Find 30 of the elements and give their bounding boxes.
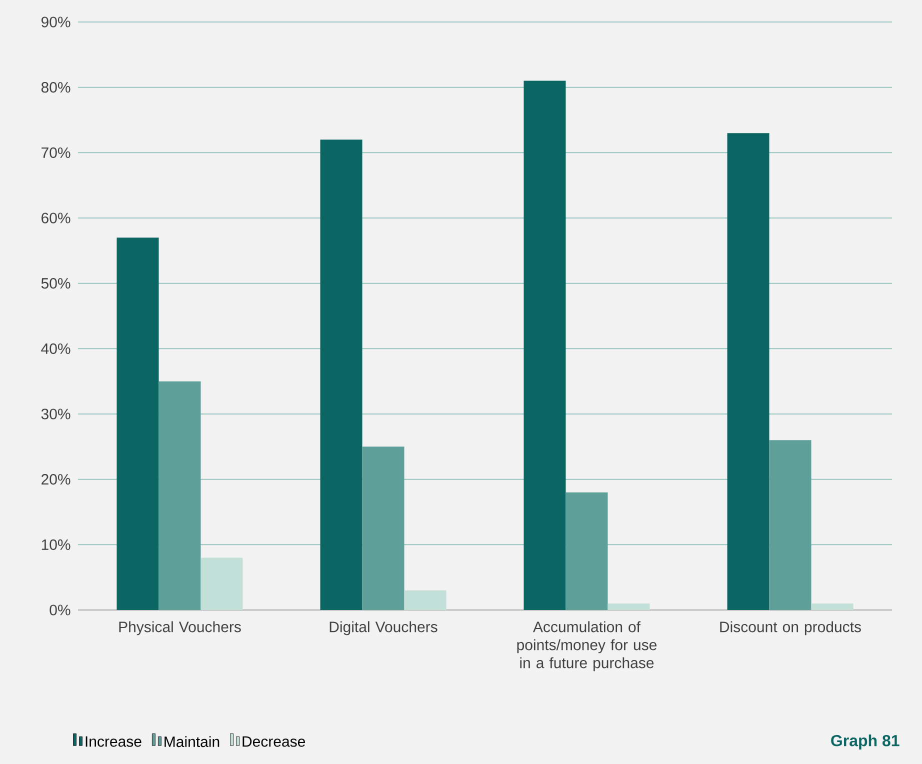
- caption: Graph 81: [831, 734, 900, 750]
- legend-label: Increase: [86, 736, 142, 747]
- bar: [200, 558, 243, 610]
- y-tick-label: 40%: [41, 343, 70, 354]
- y-tick-label: 70%: [42, 147, 70, 158]
- y-tick-label: 90%: [41, 16, 70, 28]
- bar: [811, 603, 854, 610]
- bar: [769, 440, 812, 610]
- x-tick-label: Physical Vouchers: [119, 621, 241, 636]
- y-tick-label: 20%: [42, 474, 70, 485]
- bar: [524, 80, 566, 610]
- y-tick-label: 50%: [41, 278, 70, 289]
- y-tick-label: 80%: [41, 82, 70, 93]
- y-tick-label: 60%: [42, 212, 70, 224]
- legend-label: Maintain: [164, 736, 220, 748]
- bar: [158, 381, 201, 610]
- bar: [566, 492, 608, 610]
- bar: [727, 133, 770, 610]
- bar: [116, 238, 159, 610]
- bar: [362, 446, 404, 610]
- legend-label: Decrease: [242, 736, 306, 747]
- x-tick-label: Accumulation of points/money for use in a future purchase: [517, 621, 657, 672]
- y-tick-label: 30%: [41, 408, 70, 420]
- bar: [404, 590, 446, 610]
- y-tick-label: 0%: [50, 604, 70, 616]
- bar: [608, 603, 650, 610]
- x-tick-label: Discount on products: [720, 621, 861, 636]
- x-tick-label: Digital Vouchers: [330, 621, 438, 636]
- bar: [320, 140, 362, 610]
- y-tick-label: 10%: [42, 539, 70, 550]
